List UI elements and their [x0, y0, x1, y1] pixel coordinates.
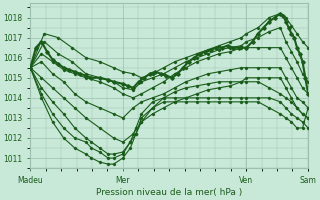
X-axis label: Pression niveau de la mer( hPa ): Pression niveau de la mer( hPa )	[96, 188, 242, 197]
